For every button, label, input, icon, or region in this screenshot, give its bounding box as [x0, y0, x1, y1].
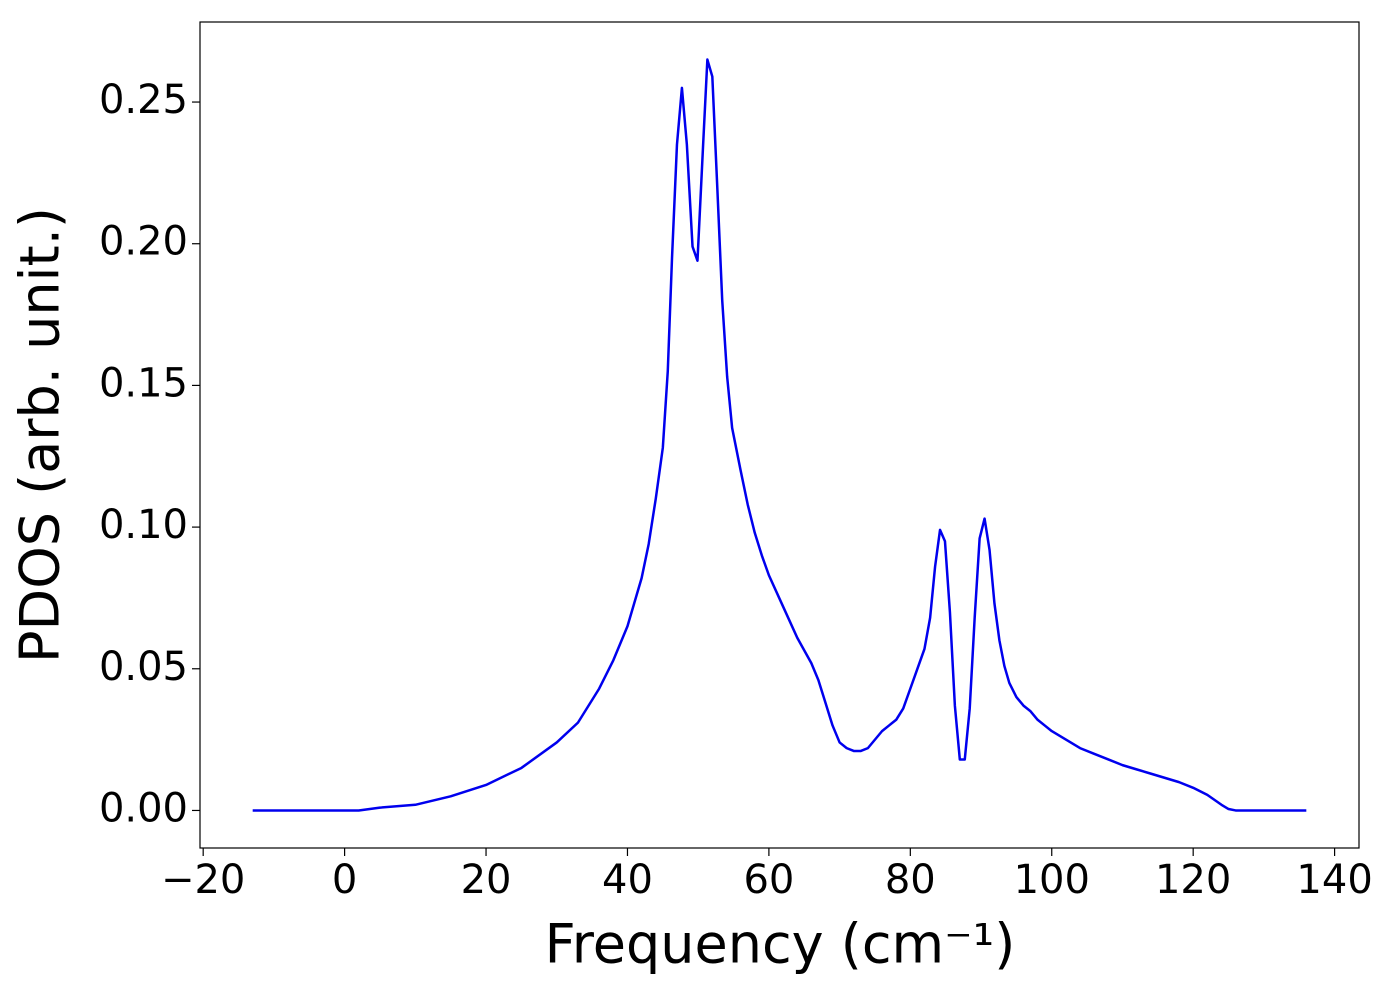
- x-tick-label: 100: [1014, 857, 1090, 903]
- x-tick-label: 40: [602, 857, 653, 903]
- x-tick-label: 60: [743, 857, 794, 903]
- plot-frame: [199, 21, 1360, 849]
- y-tick-label: 0.15: [99, 360, 188, 406]
- y-axis-label: PDOS (arb. unit.): [9, 207, 72, 663]
- y-tick-label: 0.05: [99, 644, 188, 690]
- x-tick-label: 0: [332, 857, 357, 903]
- x-axis-label: Frequency (cm⁻¹): [545, 913, 1016, 976]
- x-tick-label: 20: [461, 857, 512, 903]
- y-tick-label: 0.00: [99, 785, 188, 831]
- y-tick-label: 0.25: [99, 77, 188, 123]
- x-tick-label: −20: [161, 857, 245, 903]
- x-tick-label: 140: [1296, 857, 1372, 903]
- y-tick-label: 0.20: [99, 219, 188, 265]
- y-tick-label: 0.10: [99, 502, 188, 548]
- x-tick-label: 80: [885, 857, 936, 903]
- pdos-line: [252, 58, 1307, 812]
- x-tick-label: 120: [1155, 857, 1231, 903]
